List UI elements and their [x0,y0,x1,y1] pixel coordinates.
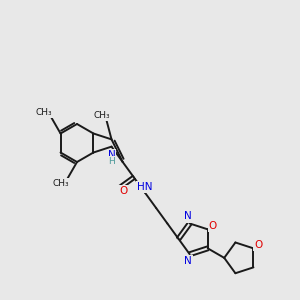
Text: CH₃: CH₃ [36,109,52,118]
Text: O: O [208,221,217,231]
Text: N: N [108,150,116,160]
Text: CH₃: CH₃ [93,111,110,120]
Text: HN: HN [137,182,153,192]
Text: O: O [119,186,128,196]
Text: N: N [184,212,192,221]
Text: O: O [254,240,262,250]
Text: H: H [108,157,115,166]
Text: N: N [184,256,192,266]
Text: CH₃: CH₃ [52,179,69,188]
